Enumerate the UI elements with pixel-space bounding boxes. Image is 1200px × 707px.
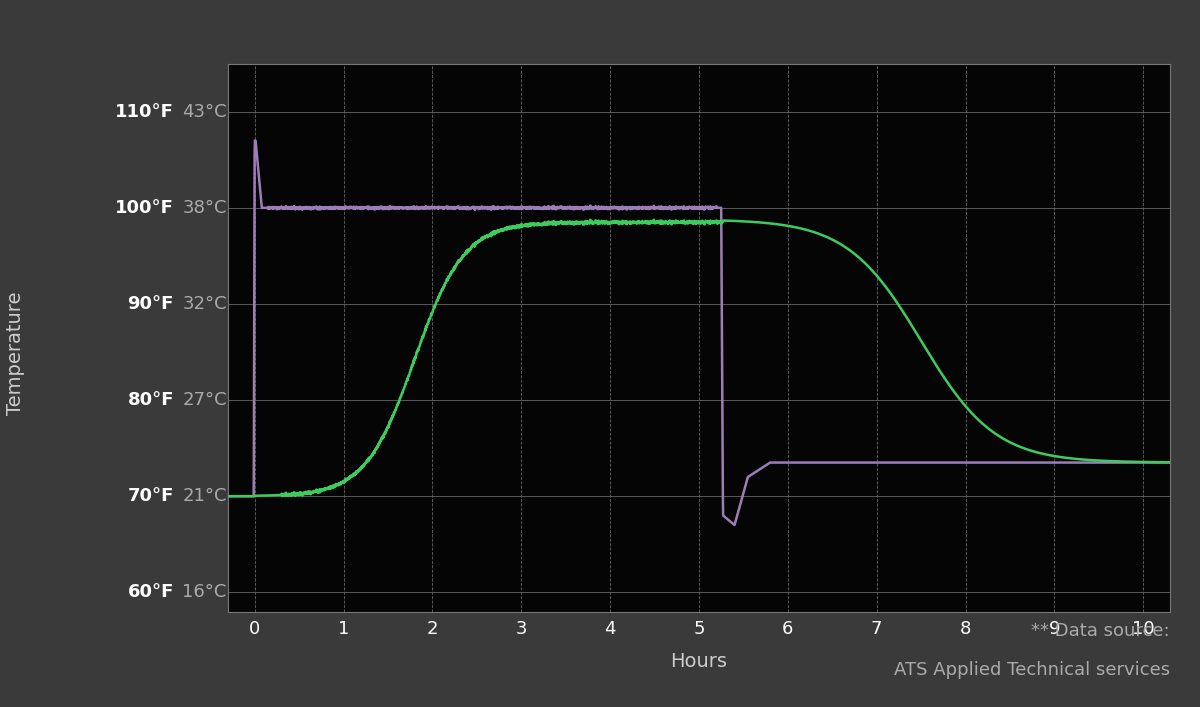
Text: 32°C: 32°C [182,295,227,313]
Text: 80°F: 80°F [127,391,174,409]
Text: 43°C: 43°C [182,103,227,121]
Text: 21°C: 21°C [182,487,227,506]
Text: Temperature: Temperature [6,292,25,415]
Text: 60°F: 60°F [127,583,174,602]
X-axis label: Hours: Hours [671,652,727,671]
Legend: Outside Temerature, Inside a Calton Case: Outside Temerature, Inside a Calton Case [233,705,485,707]
Text: 100°F: 100°F [115,199,174,217]
Text: 90°F: 90°F [127,295,174,313]
Text: 38°C: 38°C [182,199,227,217]
Text: ** Data source:: ** Data source: [1031,622,1170,640]
Text: 70°F: 70°F [127,487,174,506]
Text: 27°C: 27°C [182,391,227,409]
Text: 16°C: 16°C [182,583,227,602]
Text: ATS Applied Technical services: ATS Applied Technical services [894,661,1170,679]
Text: 110°F: 110°F [115,103,174,121]
